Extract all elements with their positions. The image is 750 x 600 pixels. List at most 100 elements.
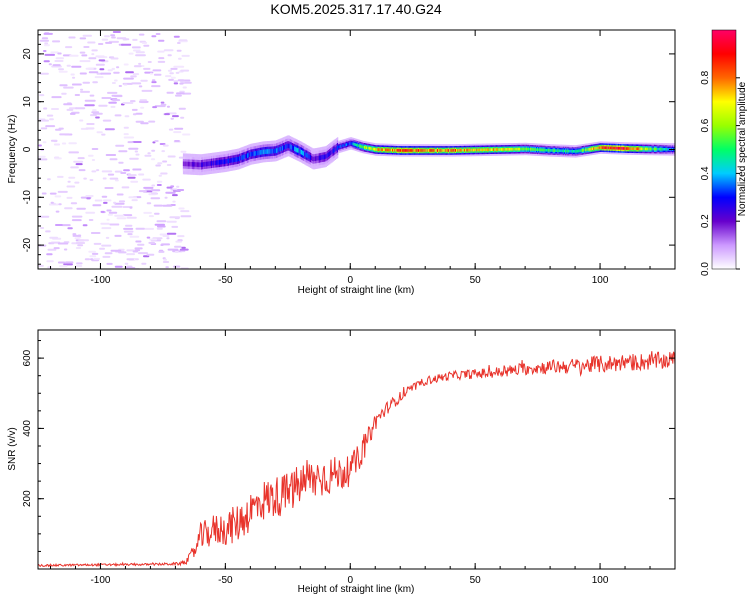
signal-cell xyxy=(529,147,531,151)
noise-cell xyxy=(151,85,161,88)
signal-cell xyxy=(268,149,270,154)
signal-cell xyxy=(365,146,367,149)
signal-cell xyxy=(605,146,607,150)
noise-cell xyxy=(111,36,116,39)
signal-cell xyxy=(601,146,603,149)
noise-cell xyxy=(72,76,76,79)
noise-cell xyxy=(67,227,73,230)
signal-cell xyxy=(208,161,211,166)
signal-cell xyxy=(286,144,288,149)
noise-cell xyxy=(58,68,64,71)
noise-cell xyxy=(123,63,129,66)
signal-cell xyxy=(611,146,613,150)
noise-cell xyxy=(82,224,88,227)
signal-cell xyxy=(489,148,492,151)
noise-cell xyxy=(178,57,182,60)
noise-cell xyxy=(161,150,165,153)
signal-cell xyxy=(666,148,668,151)
signal-cell xyxy=(629,147,631,150)
noise-cell xyxy=(167,69,173,72)
y-tick-label: 600 xyxy=(22,349,33,366)
signal-cell xyxy=(284,144,286,150)
signal-cell xyxy=(501,148,503,151)
signal-cell xyxy=(507,148,510,151)
signal-cell xyxy=(202,162,204,167)
signal-cell xyxy=(248,152,250,158)
noise-cell xyxy=(75,107,86,110)
signal-cell xyxy=(652,147,655,151)
noise-cell xyxy=(43,107,48,110)
signal-cell xyxy=(576,149,578,153)
signal-cell xyxy=(514,147,516,151)
noise-cell xyxy=(175,94,182,97)
noise-cell xyxy=(123,126,129,129)
signal-cell xyxy=(480,148,483,152)
signal-cell xyxy=(466,148,468,152)
signal-cell xyxy=(251,151,253,157)
signal-cell xyxy=(441,149,443,152)
signal-cell xyxy=(315,156,317,161)
signal-cell xyxy=(411,149,413,152)
noise-cell xyxy=(131,108,138,111)
signal-cell xyxy=(494,148,496,151)
signal-cell xyxy=(250,152,252,157)
noise-cell xyxy=(101,227,112,230)
noise-cell xyxy=(138,173,145,176)
noise-cell xyxy=(38,155,46,158)
signal-cell xyxy=(422,149,424,152)
noise-cell xyxy=(157,60,166,63)
noise-cell xyxy=(151,149,156,152)
x-tick-label: 50 xyxy=(470,275,482,286)
noise-cell xyxy=(76,262,83,265)
noise-cell xyxy=(107,213,113,216)
signal-cell xyxy=(302,150,304,156)
noise-cell xyxy=(66,185,76,188)
signal-cell xyxy=(615,146,618,150)
signal-cell xyxy=(269,149,271,154)
signal-cell xyxy=(511,147,513,151)
signal-cell xyxy=(461,148,464,152)
noise-cell xyxy=(116,217,127,220)
noise-cell xyxy=(100,210,105,213)
signal-cell xyxy=(204,162,206,167)
noise-cell xyxy=(81,54,88,57)
noise-cell xyxy=(43,60,50,63)
signal-cell xyxy=(304,151,306,157)
noise-cell xyxy=(106,262,113,265)
noise-cell xyxy=(135,51,145,54)
noise-cell xyxy=(135,112,143,115)
signal-cell xyxy=(227,158,230,164)
signal-cell xyxy=(405,149,407,152)
signal-cell xyxy=(548,149,550,152)
noise-cell xyxy=(165,266,169,269)
noise-cell xyxy=(135,54,146,57)
x-tick-label: -50 xyxy=(218,575,233,586)
signal-cell xyxy=(648,147,650,151)
signal-cell xyxy=(510,147,512,151)
signal-cell xyxy=(468,148,470,152)
signal-cell xyxy=(630,147,632,150)
signal-cell xyxy=(438,149,440,152)
noise-cell xyxy=(114,214,125,217)
signal-cell xyxy=(231,158,233,163)
signal-cell xyxy=(561,149,564,153)
noise-cell xyxy=(123,83,128,86)
noise-cell xyxy=(111,205,123,208)
noise-cell xyxy=(120,172,127,174)
noise-cell xyxy=(84,99,96,102)
signal-cell xyxy=(309,155,312,160)
noise-cell xyxy=(176,49,182,52)
noise-cell xyxy=(79,72,87,75)
noise-cell xyxy=(121,186,130,189)
signal-cell xyxy=(182,161,185,167)
signal-cell xyxy=(392,148,394,152)
snr-ticks: -100 -50 0 50 100 200 400 600 xyxy=(22,330,676,586)
noise-cell xyxy=(57,242,69,245)
signal-cell xyxy=(643,147,646,151)
signal-cell xyxy=(290,144,293,150)
noise-cell xyxy=(55,224,63,226)
signal-cell xyxy=(352,142,354,146)
noise-cell xyxy=(162,261,170,263)
noise-cell xyxy=(66,108,74,111)
noise-cell xyxy=(110,57,119,60)
